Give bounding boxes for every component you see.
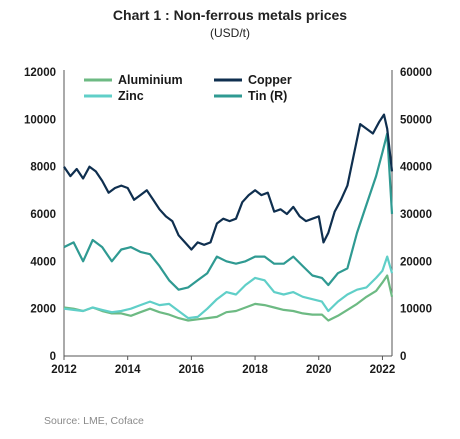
source-note: Source: LME, Coface (44, 415, 144, 427)
y-right-tick-label: 40000 (400, 162, 432, 174)
series-line-copper (63, 113, 394, 251)
y-left-tick-label: 2000 (30, 304, 56, 316)
x-tick-label: 2016 (179, 364, 205, 376)
y-left-tick-label: 0 (50, 351, 56, 363)
x-tick-label: 2014 (115, 364, 141, 376)
legend: Aluminium Copper Zinc Tin (R) (84, 73, 292, 103)
x-tick-label: 2020 (306, 364, 332, 376)
axes: 0 2000 4000 6000 8000 10000 12000 0 10000 20000 30… (24, 67, 432, 376)
series-lines (63, 113, 394, 322)
legend-label-zinc: Zinc (118, 89, 144, 103)
chart-title: Chart 1 : Non-ferrous metals prices (113, 7, 347, 23)
series-line-aluminium (63, 274, 394, 322)
legend-label-tin-r: Tin (R) (248, 89, 287, 103)
y-left-tick-label: 10000 (24, 114, 56, 126)
y-right-tick-label: 50000 (400, 114, 432, 126)
y-left-tick-label: 6000 (30, 209, 56, 221)
y-left-tick-label: 12000 (24, 67, 56, 79)
series-line-zinc (63, 255, 394, 320)
chart-subtitle: (USD/t) (210, 26, 250, 40)
y-left-tick-label: 4000 (30, 256, 56, 268)
y-right-tick-label: 60000 (400, 67, 432, 79)
legend-label-aluminium: Aluminium (118, 73, 183, 87)
series-line-tin-r (63, 132, 394, 291)
y-right-tick-label: 30000 (400, 209, 432, 221)
y-right-tick-label: 20000 (400, 256, 432, 268)
y-left-tick-label: 8000 (30, 162, 56, 174)
x-tick-label: 2012 (51, 364, 77, 376)
y-right-tick-label: 0 (400, 351, 406, 363)
y-right-tick-label: 10000 (400, 304, 432, 316)
legend-label-copper: Copper (248, 73, 292, 87)
x-tick-label: 2018 (242, 364, 268, 376)
x-tick-label: 2022 (370, 364, 396, 376)
